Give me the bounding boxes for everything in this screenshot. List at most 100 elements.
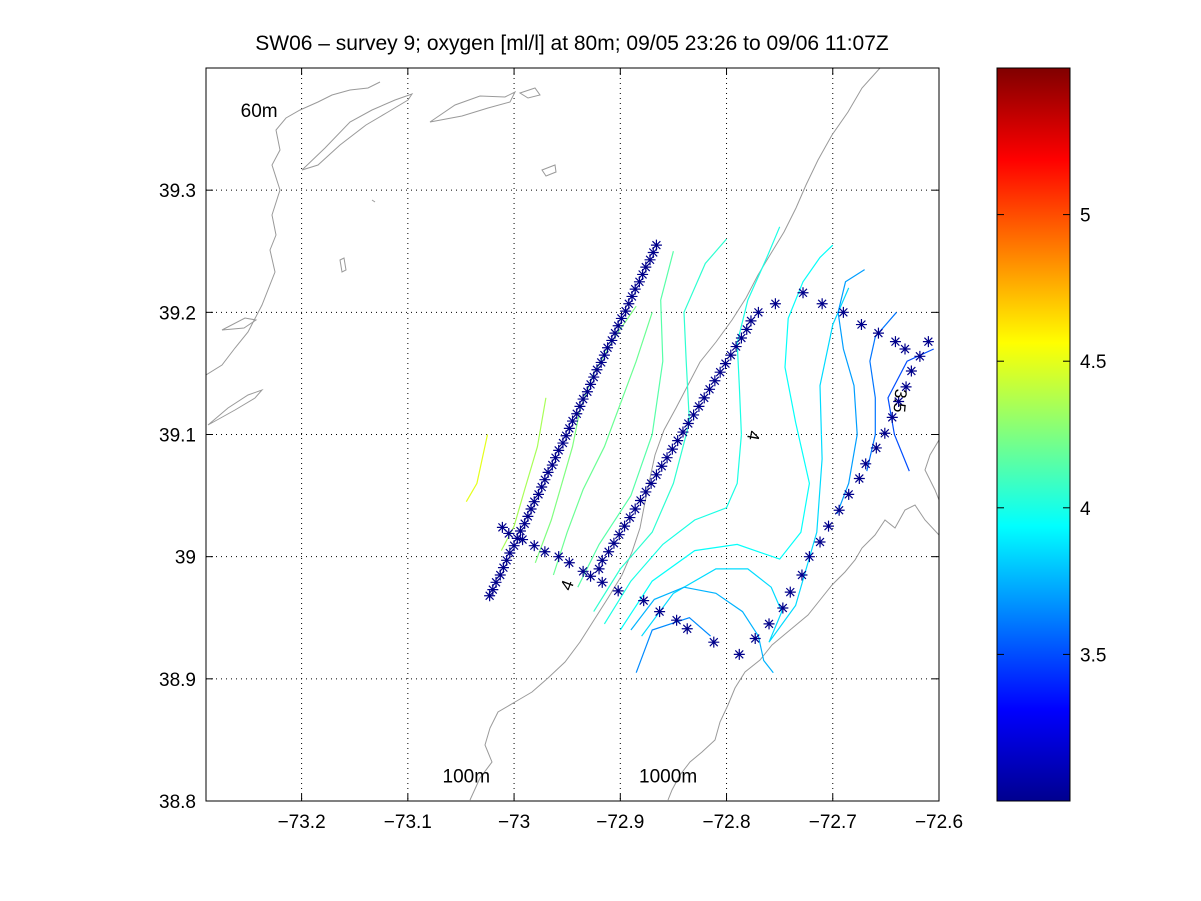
colorbar-axis: 3.5 4 4.5 5 [997, 206, 1106, 666]
station-marker [640, 486, 652, 498]
station-marker [899, 343, 911, 355]
station-marker [563, 557, 575, 569]
isobath-60m-sandbar-b [429, 90, 517, 123]
x-tick-label: −72.9 [596, 812, 644, 833]
station-marker [650, 239, 662, 251]
station-marker [637, 268, 649, 280]
station-marker [612, 585, 624, 597]
station-marker [644, 254, 656, 266]
station-marker [553, 551, 565, 563]
oxygen-contours [465, 226, 934, 674]
station-marker [497, 562, 509, 574]
oxygen-contour [641, 287, 850, 643]
station-marker [629, 283, 641, 295]
station-marker [661, 452, 673, 464]
station-marker [666, 443, 678, 455]
station-marker [735, 332, 747, 344]
station-marker [581, 386, 593, 398]
station-marker [620, 305, 632, 317]
station-marker [539, 474, 551, 486]
y-tick-label: 38.8 [159, 792, 196, 813]
station-marker [511, 532, 523, 544]
isobath-60m-spot-c [371, 199, 376, 203]
station-marker [542, 466, 554, 478]
x-tick-label: −73 [498, 812, 530, 833]
station-marker [490, 576, 502, 588]
station-marker [714, 366, 726, 378]
station-marker [563, 422, 575, 434]
ctd-stations [484, 239, 934, 660]
station-marker [860, 458, 872, 470]
station-marker [797, 287, 809, 299]
station-marker [487, 584, 499, 596]
isobath-60m-sandbar-d [221, 317, 258, 331]
station-marker [553, 444, 565, 456]
grid [206, 68, 939, 801]
station-marker [769, 298, 781, 310]
station-marker [629, 503, 641, 515]
station-marker [893, 396, 905, 408]
station-marker [650, 469, 662, 481]
oxygen-contour [577, 251, 674, 588]
station-marker [557, 437, 569, 449]
station-marker [688, 409, 700, 421]
y-tick-label: 39 [175, 548, 196, 569]
station-marker [609, 327, 621, 339]
station-marker [640, 261, 652, 273]
station-marker [528, 496, 540, 508]
station-marker [741, 323, 753, 335]
isobath-60m-spot-b [339, 257, 347, 273]
station-marker [889, 336, 901, 348]
contour-label: 3.5 [889, 388, 910, 413]
station-marker [525, 503, 537, 515]
station-marker [571, 408, 583, 420]
station-marker [914, 350, 926, 362]
station-marker [704, 383, 716, 395]
colorbar [996, 67, 1071, 802]
station-marker [645, 477, 657, 489]
station-marker [900, 381, 912, 393]
station-marker [647, 246, 659, 258]
station-marker [508, 540, 520, 552]
y-tick-label: 39.2 [159, 303, 196, 324]
station-marker [693, 400, 705, 412]
isobath-60m [206, 81, 381, 376]
station-marker [517, 534, 529, 546]
colorbar-tick-label: 4.5 [1080, 352, 1106, 373]
station-marker [577, 393, 589, 405]
station-marker [533, 488, 545, 500]
oxygen-contour [887, 348, 934, 472]
station-marker [763, 618, 775, 630]
station-marker [784, 586, 796, 598]
station-marker [698, 392, 710, 404]
x-tick-label: −73.1 [384, 812, 432, 833]
station-marker [528, 540, 540, 552]
station-marker [550, 452, 562, 464]
plot-area [206, 68, 939, 801]
station-marker [484, 590, 496, 602]
station-marker [591, 364, 603, 376]
oxygen-contour [603, 226, 781, 625]
station-marker [577, 565, 589, 577]
station-marker [536, 481, 548, 493]
station-marker [777, 602, 789, 614]
isobath-60m-spot-a [541, 164, 557, 177]
isobath-60m-sandbar-c [207, 388, 264, 426]
station-marker [633, 276, 645, 288]
station-marker [501, 554, 513, 566]
station-marker [496, 521, 508, 533]
oxygen-contour [619, 244, 834, 631]
station-marker [708, 636, 720, 648]
oxygen-contour [465, 434, 489, 503]
station-marker [613, 529, 625, 541]
x-tick-label: −73.2 [278, 812, 326, 833]
station-marker [634, 494, 646, 506]
y-tick-label: 38.9 [159, 670, 196, 691]
bathymetry-labels: 60m 100m 1000m [241, 101, 698, 788]
station-marker [853, 472, 865, 484]
oxygen-contour [836, 269, 865, 515]
station-marker [823, 520, 835, 532]
station-marker [593, 563, 605, 575]
station-marker [879, 427, 891, 439]
station-marker [730, 341, 742, 353]
